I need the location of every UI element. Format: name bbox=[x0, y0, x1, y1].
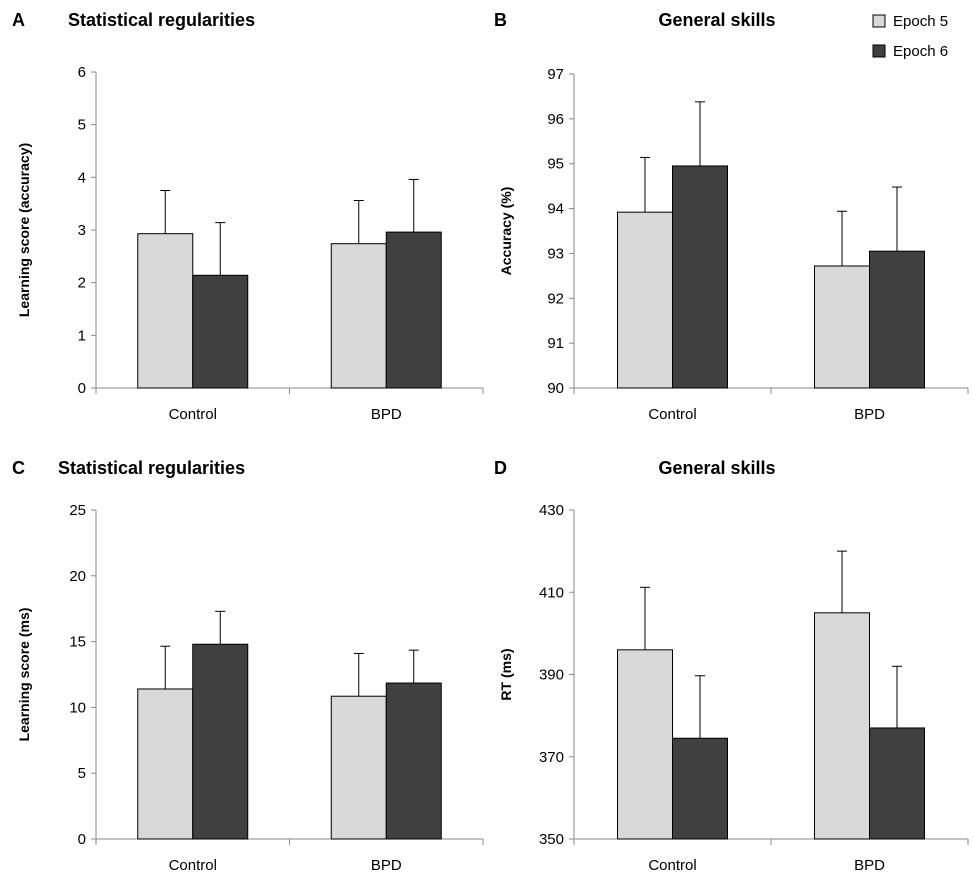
y-tick-label: 430 bbox=[539, 502, 564, 519]
y-tick-label: 5 bbox=[78, 117, 86, 134]
y-tick-label: 91 bbox=[547, 335, 564, 352]
bar-epoch-5 bbox=[814, 265, 870, 389]
y-tick-label: 6 bbox=[78, 64, 86, 81]
y-tick-label: 370 bbox=[539, 749, 564, 766]
chart-title: General skills bbox=[658, 458, 775, 478]
y-axis-label: Learning score (accuracy) bbox=[16, 143, 32, 317]
bar-epoch-5 bbox=[617, 211, 673, 389]
y-tick-label: 1 bbox=[78, 327, 86, 344]
bar-epoch-6 bbox=[192, 643, 249, 840]
bar-epoch-6 bbox=[869, 727, 925, 840]
y-tick-label: 95 bbox=[547, 156, 564, 173]
y-tick-label: 96 bbox=[547, 111, 564, 128]
y-tick-label: 2 bbox=[78, 275, 86, 292]
panel-letter: A bbox=[12, 10, 25, 30]
chart-panel-a: A Statistical regularities 0 1 2 3 4 5 6 Learning… bbox=[12, 10, 484, 423]
y-tick-label: 94 bbox=[547, 201, 564, 218]
y-tick-label: 97 bbox=[547, 66, 564, 83]
y-tick-label: 0 bbox=[78, 380, 86, 397]
panel-letter: D bbox=[494, 458, 507, 478]
bar-epoch-5 bbox=[330, 243, 387, 389]
chart-panel-c: C Statistical regularities 0 5 10 15 20 25 Learn… bbox=[12, 458, 484, 874]
bar-epoch-6 bbox=[192, 274, 249, 389]
bar-epoch-6 bbox=[672, 737, 728, 840]
chart-title: Statistical regularities bbox=[68, 10, 255, 30]
x-category-label: Control bbox=[169, 857, 217, 874]
y-tick-label: 5 bbox=[78, 765, 86, 782]
y-axis-label: Accuracy (%) bbox=[498, 187, 514, 276]
y-tick-label: 350 bbox=[539, 831, 564, 848]
x-category-label: BPD bbox=[371, 406, 402, 423]
chart-title: Statistical regularities bbox=[58, 458, 245, 478]
y-tick-label: 92 bbox=[547, 290, 564, 307]
y-tick-label: 3 bbox=[78, 222, 86, 239]
x-category-label: Control bbox=[648, 857, 696, 874]
bar-epoch-5 bbox=[137, 688, 194, 840]
legend-swatch bbox=[872, 14, 886, 28]
x-category-label: BPD bbox=[854, 406, 885, 423]
y-tick-label: 4 bbox=[78, 169, 86, 186]
bar-epoch-6 bbox=[672, 165, 728, 389]
y-tick-label: 410 bbox=[539, 584, 564, 601]
bar-epoch-5 bbox=[814, 612, 870, 840]
x-category-label: BPD bbox=[371, 857, 402, 874]
y-tick-label: 15 bbox=[69, 634, 86, 651]
x-category-label: Control bbox=[648, 406, 696, 423]
legend-label: Epoch 6 bbox=[893, 43, 948, 60]
y-tick-label: 90 bbox=[547, 380, 564, 397]
bar-epoch-6 bbox=[385, 682, 442, 840]
bar-epoch-5 bbox=[617, 649, 673, 840]
panel-letter: C bbox=[12, 458, 25, 478]
legend: Epoch 5 Epoch 6 bbox=[872, 13, 948, 60]
x-category-label: BPD bbox=[854, 857, 885, 874]
legend-label: Epoch 5 bbox=[893, 13, 948, 30]
y-tick-label: 390 bbox=[539, 667, 564, 684]
legend-swatch bbox=[872, 44, 886, 58]
y-tick-label: 10 bbox=[69, 699, 86, 716]
chart-panel-b: B General skills 90 91 92 93 94 95 96 97 Accuracy … bbox=[494, 10, 969, 423]
x-category-label: Control bbox=[169, 406, 217, 423]
panel-letter: B bbox=[494, 10, 507, 30]
bar-epoch-5 bbox=[137, 233, 194, 389]
y-axis-label: Learning score (ms) bbox=[16, 608, 32, 742]
y-tick-label: 0 bbox=[78, 831, 86, 848]
y-tick-label: 25 bbox=[69, 502, 86, 519]
y-axis-label: RT (ms) bbox=[498, 648, 514, 700]
chart-panel-d: D General skills 350 370 390 410 430 RT (ms) Con… bbox=[494, 458, 969, 874]
chart-title: General skills bbox=[658, 10, 775, 30]
bar-epoch-6 bbox=[869, 250, 925, 389]
bar-epoch-5 bbox=[330, 695, 387, 840]
y-tick-label: 20 bbox=[69, 568, 86, 585]
y-tick-label: 93 bbox=[547, 245, 564, 262]
bar-epoch-6 bbox=[385, 231, 442, 389]
